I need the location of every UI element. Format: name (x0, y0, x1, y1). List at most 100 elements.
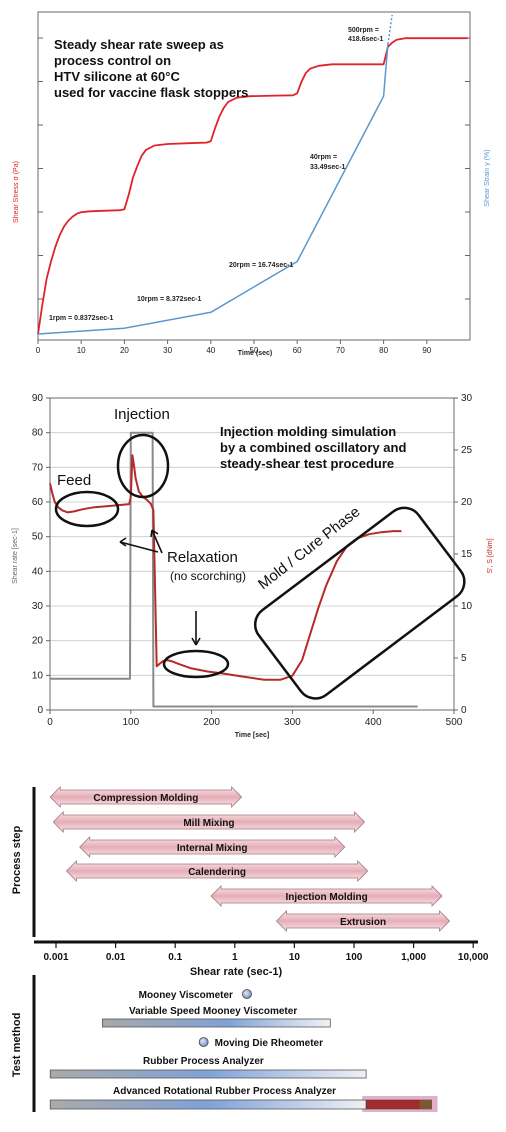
group-label-process-step: Process step (11, 825, 23, 894)
x-tick-label: 200 (203, 717, 220, 728)
right-axis-ticks-2: 0 5 10 15 20 25 30 (454, 393, 473, 716)
test-bar-arpa (49, 1099, 367, 1110)
right-tick-label: 20 (461, 497, 473, 508)
label-mold-cure-phase: Mold / Cure Phase (255, 503, 363, 593)
process-arrow-label: Compression Molding (93, 793, 198, 804)
left-tick-label: 90 (32, 393, 44, 404)
x-tick-label: 0 (36, 346, 41, 355)
gridlines (50, 432, 454, 676)
test-label-mooney: Mooney Viscometer (139, 990, 233, 1001)
x-tick-label: 0.01 (106, 952, 126, 963)
shear-sweep-chart: 0 10 20 30 40 50 60 70 80 90 Steady shear rate sw… (13, 11, 491, 357)
chart-title-line-1: Steady shear rate sweep as (54, 37, 224, 52)
arrow-head-feed (119, 537, 127, 547)
series-stress-line (37, 37, 468, 335)
right-tick-label: 5 (461, 653, 467, 664)
x-tick-label: 100 (122, 717, 139, 728)
left-tick-label: 30 (32, 601, 44, 612)
annotation-1rpm: 1rpm = 0.8372sec-1 (49, 315, 114, 322)
x-tick-label: 500 (446, 717, 463, 728)
relaxation-highlight-ellipse (162, 649, 230, 679)
chart-title-line-3: HTV silicone at 60°C (54, 69, 180, 84)
x-tick-label: 80 (379, 346, 388, 355)
process-arrow-5: Extrusion (275, 910, 451, 932)
label-no-scorching: (no scorching) (170, 569, 246, 583)
test-label-variable-speed: Variable Speed Mooney Viscometer (129, 1006, 297, 1017)
test-marker-mooney (242, 989, 252, 999)
process-step-arrows: Compression Molding Mill Mixing Internal M… (49, 786, 451, 932)
right-axis-label-2: S', S [dNm] (487, 538, 494, 573)
process-arrow-label: Extrusion (340, 917, 386, 928)
left-tick-label: 10 (32, 670, 44, 681)
series-strain-line (37, 43, 389, 335)
arrow-head-injection (150, 529, 159, 538)
left-tick-label: 40 (32, 566, 44, 577)
relaxation-arrows (119, 529, 201, 646)
test-label-arpa: Advanced Rotational Rubber Process Analy… (113, 1086, 336, 1097)
x-tick-label: 40 (206, 346, 215, 355)
label-relaxation: Relaxation (167, 549, 238, 566)
chart-title-line-2: process control on (54, 53, 171, 68)
label-feed: Feed (57, 472, 91, 489)
x-tick-label: 0 (47, 717, 53, 728)
x-tick-label: 20 (120, 346, 129, 355)
x-axis-ticks-2: 0 100 200 300 400 500 (47, 710, 463, 728)
test-bar-rpa (49, 1069, 367, 1079)
process-arrow-4: Injection Molding (210, 885, 443, 907)
process-arrow-shape (52, 811, 366, 833)
process-arrow-shape (65, 860, 369, 882)
test-bar-arpa-end (419, 1100, 432, 1109)
arrow-head-relaxation (191, 637, 201, 646)
left-axis-label: Shear Stress σ (Pa) (13, 161, 20, 223)
series-strain_extension-line (387, 14, 393, 45)
series-torque-line (49, 454, 402, 681)
label-injection: Injection (114, 406, 170, 423)
x-tick-label: 1,000 (401, 952, 426, 963)
annotation-10rpm: 10rpm = 8.372sec-1 (137, 296, 202, 303)
x-tick-label: 0.1 (168, 952, 182, 963)
right-axis-ticks (465, 37, 470, 300)
process-arrow-shape (79, 836, 346, 858)
test-label-mdr: Moving Die Rheometer (215, 1038, 323, 1049)
process-arrow-1: Mill Mixing (52, 811, 366, 833)
right-tick-label: 30 (461, 393, 473, 404)
feed-highlight-ellipse (54, 490, 120, 528)
test-marker-mdr (198, 1037, 209, 1047)
process-arrow-2: Internal Mixing (79, 836, 346, 858)
annotation-500rpm-line-1: 500rpm = (348, 27, 379, 34)
log-x-axis-ticks: 0.001 0.01 0.1 1 10 100 1,000 10,000 (43, 942, 489, 963)
series-group (37, 14, 468, 335)
x-axis-label-3: Shear rate (sec-1) (190, 966, 283, 978)
process-arrow-shape (49, 786, 243, 808)
x-axis-label: Time (sec) (238, 350, 273, 357)
left-tick-label: 0 (37, 705, 43, 716)
x-tick-label: 90 (422, 346, 431, 355)
x-tick-label: 60 (293, 346, 302, 355)
left-axis-label-2: Shear rate [sec-1] (12, 528, 19, 584)
x-tick-label: 1 (232, 952, 238, 963)
x-tick-label: 10 (77, 346, 86, 355)
test-bar-variable-speed (101, 1018, 331, 1028)
right-tick-label: 0 (461, 705, 467, 716)
process-arrow-0: Compression Molding (49, 786, 243, 808)
process-arrow-label: Injection Molding (285, 892, 367, 903)
series-shear_rate-line (50, 431, 418, 708)
x-tick-label: 400 (365, 717, 382, 728)
arrow-to-injection (151, 529, 163, 554)
annotation-40rpm-line-1: 40rpm = (310, 154, 337, 161)
x-tick-label: 0.001 (43, 952, 68, 963)
x-tick-label: 50 (250, 346, 259, 355)
test-method-bars: Mooney Viscometer Variable Speed Mooney V… (49, 989, 438, 1112)
left-tick-label: 50 (32, 532, 44, 543)
left-tick-label: 60 (32, 497, 44, 508)
test-bar-arpa-extension (365, 1099, 432, 1110)
series-group-2 (49, 431, 418, 708)
annotation-40rpm-line-2: 33.49sec-1 (310, 164, 346, 171)
chart-title-2-line-2: by a combined oscillatory and (220, 440, 406, 455)
process-arrow-shape (275, 910, 451, 932)
injection-highlight-ellipse (116, 433, 170, 499)
chart-title-2-line-3: steady-shear test procedure (220, 456, 394, 471)
process-arrow-label: Mill Mixing (183, 818, 234, 829)
group-label-test-method: Test method (11, 1013, 23, 1078)
